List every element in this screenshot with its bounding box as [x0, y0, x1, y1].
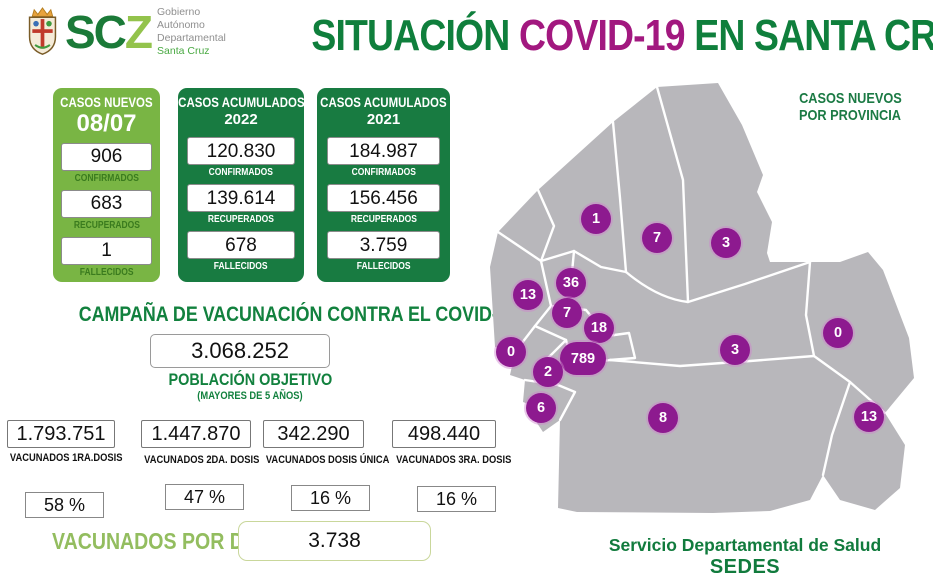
- map-legend: CASOS NUEVOS POR PROVINCIA: [770, 90, 930, 125]
- deceased-value: 678: [187, 231, 295, 260]
- per-day-label: VACUNADOS POR DÍA: [52, 528, 264, 554]
- province-case-bubble: 13: [854, 402, 884, 432]
- recovered-label: RECUPERADOS: [207, 214, 275, 226]
- recovered-label: RECUPERADOS: [73, 219, 140, 231]
- province-case-bubble: 8: [648, 403, 678, 433]
- target-population-value: 3.068.252: [150, 334, 330, 368]
- province-case-bubble: 1: [581, 204, 611, 234]
- dose3-percent: 16 %: [417, 486, 496, 512]
- dose2-label: VACUNADOS 2DA. DOSIS: [144, 454, 260, 466]
- province-case-bubble: 0: [823, 318, 853, 348]
- dose2-value: 1.447.870: [141, 420, 251, 448]
- title-en-santa-cruz: EN SANTA CRUZ: [694, 11, 933, 60]
- dose2-percent: 47 %: [165, 484, 244, 510]
- deceased-value: 3.759: [326, 231, 441, 260]
- scz-wordmark: SCZ: [65, 6, 153, 58]
- gov-line: Departamental: [157, 32, 226, 44]
- province-case-bubble: 7: [642, 223, 672, 253]
- logo: SCZ Gobierno Autónomo Departamental Sant…: [24, 6, 226, 58]
- deceased-label: FALLECIDOS: [214, 261, 268, 273]
- gov-line: Autónomo: [157, 19, 205, 32]
- province-case-bubble: 2: [533, 357, 563, 387]
- card-acumulados-2021: CASOS ACUMULADOS 2021 184.987 CONFIRMADO…: [317, 88, 450, 282]
- card-casos-nuevos: CASOS NUEVOS 08/07 906 CONFIRMADOS 683 R…: [53, 88, 160, 282]
- page-title: SITUACIÓN COVID-19 EN SANTA CRUZ: [252, 14, 933, 58]
- footer: Servicio Departamental de Salud SEDES: [560, 535, 930, 579]
- dose-unique-label: VACUNADOS DOSIS ÚNICA: [265, 454, 390, 466]
- title-situacion: SITUACIÓN: [311, 11, 510, 60]
- confirmed-value: 906: [61, 142, 152, 171]
- card-acumulados-2022: CASOS ACUMULADOS 2022 120.830 CONFIRMADO…: [178, 88, 304, 282]
- province-case-bubble: 3: [720, 335, 750, 365]
- target-population-label: POBLACIÓN OBJETIVO: [168, 370, 332, 389]
- dose1-value: 1.793.751: [7, 420, 115, 448]
- dose3-value: 498.440: [392, 420, 496, 448]
- dose1-label: VACUNADOS 1RA.DOSIS: [9, 452, 123, 464]
- sedes-acronym: SEDES: [709, 556, 781, 578]
- legend-line1: CASOS NUEVOS: [798, 90, 902, 107]
- confirmed-value: 120.830: [187, 137, 295, 166]
- province-case-bubble: 6: [526, 393, 556, 423]
- deceased-label: FALLECIDOS: [356, 261, 411, 273]
- recovered-label: RECUPERADOS: [350, 214, 417, 226]
- recovered-value: 683: [61, 189, 152, 218]
- campaign-title: CAMPAÑA DE VACUNACIÓN CONTRA EL COVID-19: [78, 303, 518, 326]
- card-year: 2021: [366, 110, 401, 128]
- target-population-sublabel: (MAYORES DE 5 AÑOS): [197, 390, 303, 402]
- title-covid19: COVID-19: [518, 11, 686, 60]
- scz-dark-letters: SC: [65, 6, 127, 58]
- province-case-bubble: 0: [496, 337, 526, 367]
- province-case-bubble: 7: [552, 298, 582, 328]
- card-title: CASOS NUEVOS: [60, 95, 153, 110]
- recovered-value: 139.614: [187, 184, 295, 213]
- deceased-label: FALLECIDOS: [79, 266, 134, 278]
- card-year: 2022: [224, 110, 258, 128]
- deceased-value: 1: [61, 236, 152, 265]
- gov-line: Gobierno: [157, 6, 201, 19]
- card-date: 08/07: [76, 109, 137, 137]
- recovered-value: 156.456: [326, 184, 441, 213]
- dose1-percent: 58 %: [25, 492, 104, 518]
- province-case-bubble: 36: [556, 268, 586, 298]
- card-title: CASOS ACUMULADOS: [177, 95, 305, 110]
- coat-of-arms-icon: [28, 7, 57, 55]
- sedes-full-name: Servicio Departamental de Salud: [608, 535, 882, 555]
- province-case-bubble: 18: [584, 313, 614, 343]
- card-title: CASOS ACUMULADOS: [320, 95, 447, 110]
- dose-unique-percent: 16 %: [291, 485, 370, 511]
- confirmed-label: CONFIRMADOS: [208, 167, 274, 179]
- gov-line-santa-cruz: Santa Cruz: [157, 44, 210, 57]
- province-case-bubble: 3: [711, 228, 741, 258]
- government-name: Gobierno Autónomo Departamental Santa Cr…: [157, 6, 226, 57]
- confirmed-value: 184.987: [326, 137, 441, 166]
- confirmed-label: CONFIRMADOS: [74, 172, 139, 184]
- province-case-bubble: 789: [560, 342, 606, 375]
- dose3-label: VACUNADOS 3RA. DOSIS: [396, 454, 512, 466]
- dose-unique-value: 342.290: [263, 420, 364, 448]
- per-day-value: 3.738: [238, 521, 431, 561]
- province-case-bubble: 13: [513, 280, 543, 310]
- scz-z-letter: Z: [124, 6, 153, 58]
- legend-line2: POR PROVINCIA: [798, 107, 901, 125]
- confirmed-label: CONFIRMADOS: [351, 167, 416, 179]
- santa-cruz-map: [490, 83, 914, 513]
